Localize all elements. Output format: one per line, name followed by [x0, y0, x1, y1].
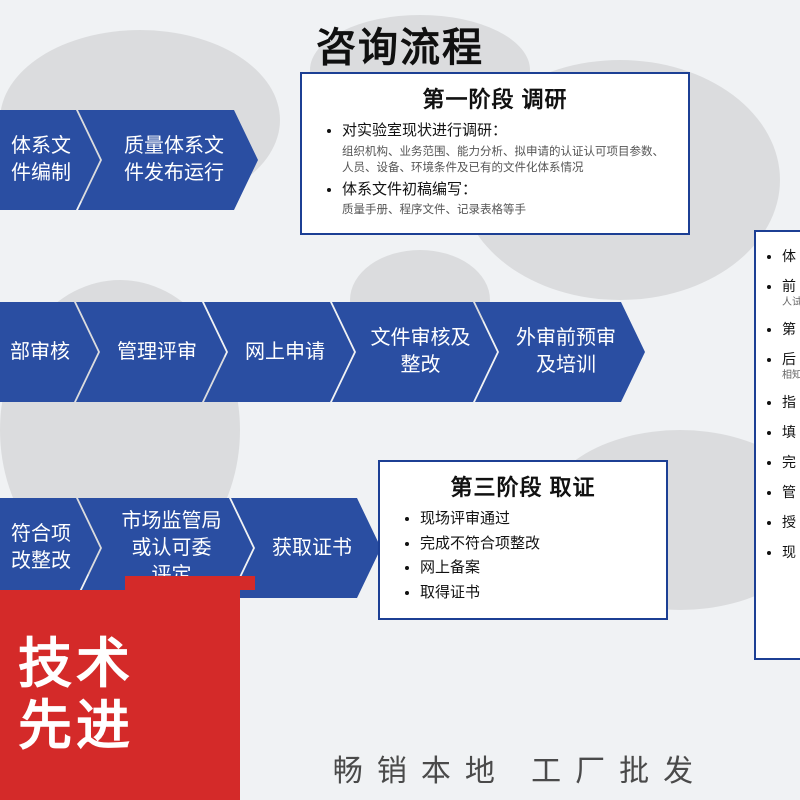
phase3-item-3: 网上备案	[420, 557, 652, 580]
phase2-item-10: 现	[782, 542, 800, 562]
step-mgmt-review: 管理评审	[76, 302, 226, 402]
phase2-item-2: 前人试	[782, 276, 800, 309]
phase1-item-1: 对实验室现状进行调研： 组织机构、业务范围、能力分析、拟申请的认证认可项目参数、…	[342, 120, 674, 177]
step-doc-publish: 质量体系文 件发布运行	[78, 110, 258, 210]
phase1-box: 第一阶段 调研 对实验室现状进行调研： 组织机构、业务范围、能力分析、拟申请的认…	[300, 72, 690, 235]
phase2-item-6: 填	[782, 422, 800, 442]
phase2-item-3: 第	[782, 319, 800, 339]
phase2-list: 体 前人试 第 后相知 指 填 完 管 授 现	[764, 246, 800, 562]
page-title: 咨询流程	[0, 15, 800, 73]
phase1-item-2-sub: 质量手册、程序文件、记录表格等手	[342, 202, 674, 219]
phase2-item-4: 后相知	[782, 349, 800, 382]
phase1-title: 第一阶段 调研	[316, 82, 674, 114]
step-preaudit: 外审前预审 及培训	[475, 302, 645, 402]
step-doc-review: 文件审核及 整改	[332, 302, 497, 402]
phase2-item-7: 完	[782, 452, 800, 472]
flow-row-2: 部审核 管理评审 网上申请 文件审核及 整改 外审前预审 及培训	[0, 302, 645, 402]
phase3-list: 现场评审通过 完成不符合项整改 网上备案 取得证书	[394, 508, 652, 604]
phase1-list: 对实验室现状进行调研： 组织机构、业务范围、能力分析、拟申请的认证认可项目参数、…	[316, 120, 674, 219]
footer-slogan: 畅销本地 工厂批发	[250, 746, 790, 790]
promo-badge: 技术 先进	[0, 590, 240, 800]
phase3-item-4: 取得证书	[420, 582, 652, 605]
phase1-item-1-text: 对实验室现状进行调研：	[342, 122, 507, 139]
promo-line-1: 技术	[18, 633, 240, 695]
phase3-box: 第三阶段 取证 现场评审通过 完成不符合项整改 网上备案 取得证书	[378, 460, 668, 620]
phase2-box-cropped: 体 前人试 第 后相知 指 填 完 管 授 现	[754, 230, 800, 660]
phase3-title: 第三阶段 取证	[394, 470, 652, 502]
flow-row-1: 体系文 件编制 质量体系文 件发布运行	[0, 110, 258, 210]
step-doc-compile: 体系文 件编制	[0, 110, 100, 210]
phase3-item-1: 现场评审通过	[420, 508, 652, 531]
step-nonconformity: 符合项 改整改	[0, 498, 100, 598]
phase2-item-9: 授	[782, 512, 800, 532]
phase2-item-8: 管	[782, 482, 800, 502]
promo-line-2: 先进	[18, 695, 240, 757]
phase2-item-5: 指	[782, 392, 800, 412]
step-online-apply: 网上申请	[204, 302, 354, 402]
cropped-red-strip	[125, 576, 255, 590]
phase2-item-1: 体	[782, 246, 800, 266]
phase1-item-2: 体系文件初稿编写： 质量手册、程序文件、记录表格等手	[342, 179, 674, 219]
phase1-item-2-text: 体系文件初稿编写：	[342, 181, 477, 198]
phase3-item-2: 完成不符合项整改	[420, 533, 652, 556]
phase1-item-1-sub: 组织机构、业务范围、能力分析、拟申请的认证认可项目参数、人员、设备、环境条件及已…	[342, 144, 674, 177]
